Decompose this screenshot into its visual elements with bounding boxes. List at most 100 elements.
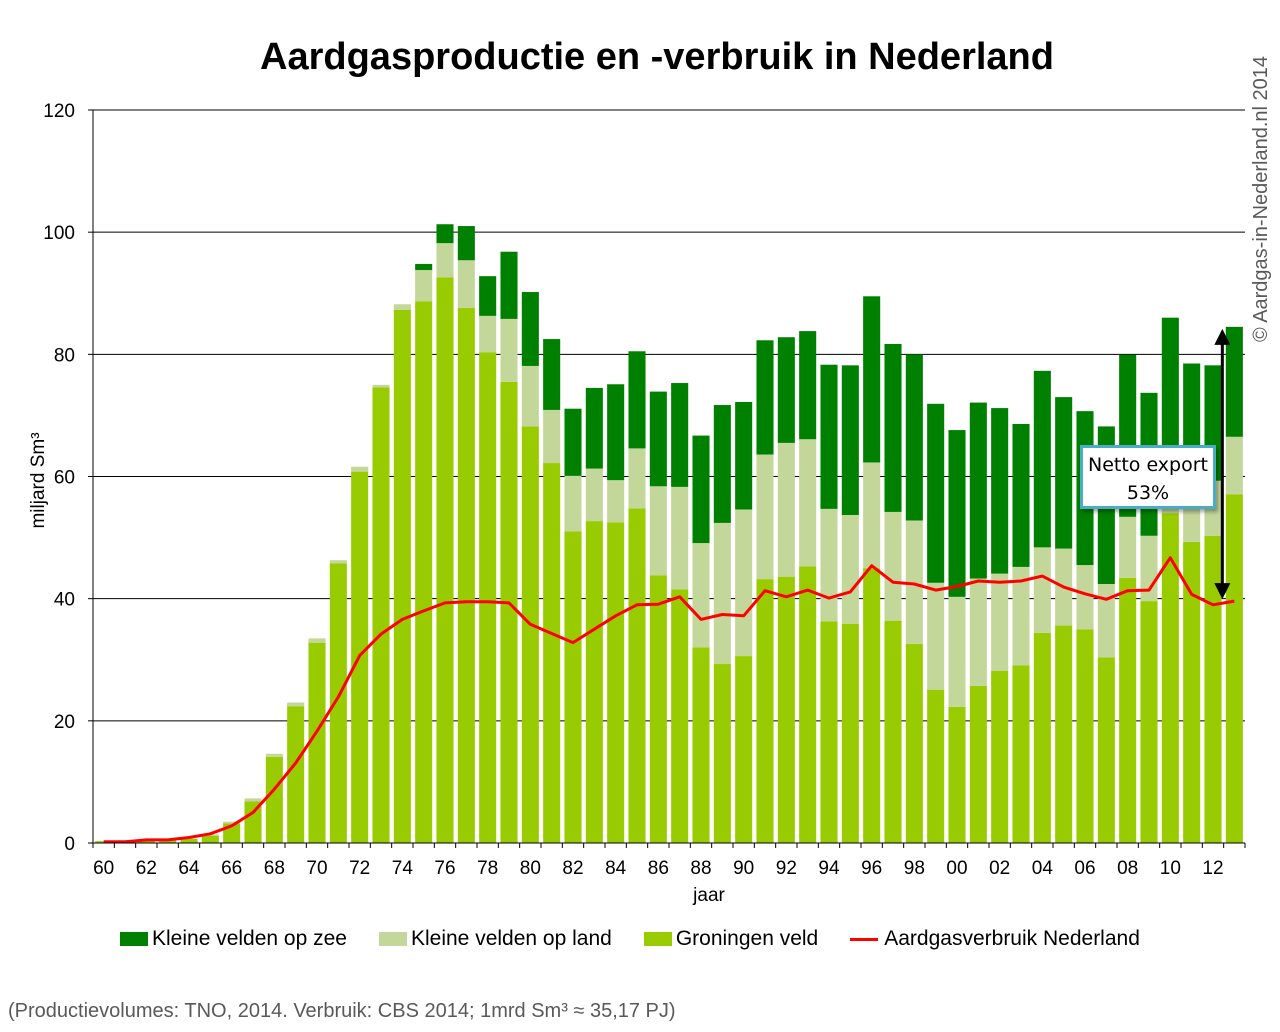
bar-kleine-velden-op-zee-2000 bbox=[948, 430, 966, 597]
export-arrow bbox=[1214, 328, 1231, 600]
bar-groningen-veld-1960 bbox=[95, 841, 113, 843]
bar-kleine-velden-op-zee-1987 bbox=[671, 383, 689, 487]
bar-kleine-velden-op-land-1988 bbox=[692, 543, 710, 648]
bar-kleine-velden-op-zee-1986 bbox=[649, 391, 667, 487]
y-axis-title: miljard Sm³ bbox=[28, 432, 49, 528]
legend-label-land: Kleine velden op land bbox=[410, 927, 612, 950]
x-tick-label: 66 bbox=[221, 858, 242, 879]
legend-item-groningen: Groningen veld bbox=[643, 927, 819, 951]
legend-label-zee: Kleine velden op zee bbox=[152, 927, 347, 950]
bar-groningen-veld-2006 bbox=[1076, 629, 1094, 843]
bar-kleine-velden-op-land-1997 bbox=[884, 511, 902, 621]
bar-groningen-veld-2012 bbox=[1204, 535, 1222, 843]
bar-groningen-veld-2002 bbox=[991, 670, 1009, 843]
legend: Kleine velden op zee Kleine velden op la… bbox=[120, 924, 1172, 954]
legend-item-verbruik: Aardgasverbruik Nederland bbox=[850, 927, 1140, 951]
y-tick-label: 80 bbox=[54, 345, 75, 366]
bar-kleine-velden-op-land-1990 bbox=[735, 509, 753, 657]
y-tick-label: 120 bbox=[43, 101, 75, 122]
bar-kleine-velden-op-land-1982 bbox=[564, 475, 582, 532]
bar-groningen-veld-1968 bbox=[265, 756, 283, 843]
bar-groningen-veld-1992 bbox=[777, 576, 795, 843]
chart-title: Aardgasproductie en -verbruik in Nederla… bbox=[260, 36, 1054, 78]
bar-groningen-veld-2003 bbox=[1012, 665, 1030, 843]
bar-kleine-velden-op-zee-2001 bbox=[969, 402, 987, 579]
x-tick-label: 94 bbox=[818, 858, 840, 879]
bar-kleine-velden-op-zee-1990 bbox=[735, 401, 753, 510]
bar-groningen-veld-1970 bbox=[308, 642, 326, 843]
bar-kleine-velden-op-zee-2004 bbox=[1033, 370, 1051, 548]
bar-groningen-veld-1998 bbox=[905, 643, 923, 843]
bar-kleine-velden-op-land-1992 bbox=[777, 442, 795, 577]
x-tick-label: 10 bbox=[1160, 858, 1181, 879]
bar-groningen-veld-1991 bbox=[756, 579, 774, 843]
bar-groningen-veld-1978 bbox=[479, 352, 497, 843]
bar-kleine-velden-op-land-1995 bbox=[841, 514, 859, 624]
bar-groningen-veld-1976 bbox=[436, 277, 454, 843]
bar-kleine-velden-op-land-1994 bbox=[820, 508, 838, 622]
bar-groningen-veld-1971 bbox=[329, 563, 347, 843]
bar-groningen-veld-1997 bbox=[884, 620, 902, 843]
y-tick-label: 20 bbox=[54, 712, 75, 733]
bar-groningen-veld-1985 bbox=[628, 508, 646, 843]
export-arrow-head-bottom bbox=[1214, 583, 1231, 600]
bar-groningen-veld-1975 bbox=[415, 301, 433, 844]
x-tick-label: 98 bbox=[904, 858, 925, 879]
callout-label: Netto export bbox=[1087, 454, 1208, 476]
netto-export-callout: Netto export 53% bbox=[1080, 445, 1216, 509]
bar-kleine-velden-op-land-2006 bbox=[1076, 565, 1094, 630]
bar-groningen-veld-2008 bbox=[1119, 577, 1137, 843]
bar-kleine-velden-op-zee-1994 bbox=[820, 364, 838, 509]
bar-groningen-veld-1981 bbox=[543, 463, 561, 843]
bar-groningen-veld-2004 bbox=[1033, 632, 1051, 843]
bar-kleine-velden-op-land-1996 bbox=[863, 462, 881, 569]
bar-kleine-velden-op-land-1974 bbox=[393, 304, 411, 310]
x-tick-label: 02 bbox=[989, 858, 1010, 879]
bar-kleine-velden-op-zee-1976 bbox=[436, 224, 454, 244]
x-tick-label: 06 bbox=[1074, 858, 1095, 879]
y-tick-label: 100 bbox=[43, 223, 75, 244]
legend-label-groningen: Groningen veld bbox=[675, 927, 819, 950]
x-tick-label: 00 bbox=[946, 858, 967, 879]
bar-kleine-velden-op-land-1999 bbox=[927, 582, 945, 690]
bar-kleine-velden-op-land-1970 bbox=[308, 638, 326, 643]
bar-kleine-velden-op-zee-2013 bbox=[1225, 326, 1243, 437]
bar-groningen-veld-2001 bbox=[969, 686, 987, 843]
x-tick-label: 84 bbox=[605, 858, 627, 879]
y-tick-label: 60 bbox=[54, 468, 75, 489]
bar-kleine-velden-op-land-1976 bbox=[436, 243, 454, 278]
bar-kleine-velden-op-zee-1988 bbox=[692, 435, 710, 544]
bar-kleine-velden-op-land-2004 bbox=[1033, 547, 1051, 633]
y-tick-label: 0 bbox=[64, 834, 75, 855]
x-tick-label: 04 bbox=[1032, 858, 1054, 879]
bar-groningen-veld-1973 bbox=[372, 387, 390, 843]
x-tick-label: 96 bbox=[861, 858, 882, 879]
bar-groningen-veld-2010 bbox=[1161, 513, 1179, 843]
x-tick-label: 12 bbox=[1202, 858, 1223, 879]
bar-groningen-veld-1983 bbox=[585, 521, 603, 843]
bar-kleine-velden-op-land-1973 bbox=[372, 384, 390, 388]
legend-swatch-land bbox=[378, 932, 407, 946]
bar-series bbox=[95, 224, 1243, 844]
legend-line-verbruik bbox=[850, 937, 879, 941]
bar-kleine-velden-op-land-1984 bbox=[607, 480, 625, 523]
x-axis-title: jaar bbox=[692, 885, 725, 906]
consumption-polyline bbox=[103, 556, 1235, 844]
bar-kleine-velden-op-zee-1996 bbox=[863, 296, 881, 463]
bar-kleine-velden-op-zee-1984 bbox=[607, 384, 625, 481]
bar-kleine-velden-op-land-2013 bbox=[1225, 436, 1243, 495]
bar-groningen-veld-1979 bbox=[500, 381, 518, 843]
bar-groningen-veld-2000 bbox=[948, 706, 966, 843]
bar-kleine-velden-op-land-1986 bbox=[649, 486, 667, 576]
bar-kleine-velden-op-land-1971 bbox=[329, 560, 347, 564]
bar-kleine-velden-op-land-1993 bbox=[799, 439, 817, 567]
bar-groningen-veld-1999 bbox=[927, 689, 945, 843]
x-tick-label: 60 bbox=[93, 858, 114, 879]
legend-item-zee: Kleine velden op zee bbox=[120, 927, 347, 951]
bar-kleine-velden-op-land-2001 bbox=[969, 578, 987, 687]
x-tick-label: 62 bbox=[136, 858, 157, 879]
bar-kleine-velden-op-land-1978 bbox=[479, 315, 497, 353]
bar-groningen-veld-1965 bbox=[201, 835, 219, 843]
bar-kleine-velden-op-zee-1993 bbox=[799, 331, 817, 440]
